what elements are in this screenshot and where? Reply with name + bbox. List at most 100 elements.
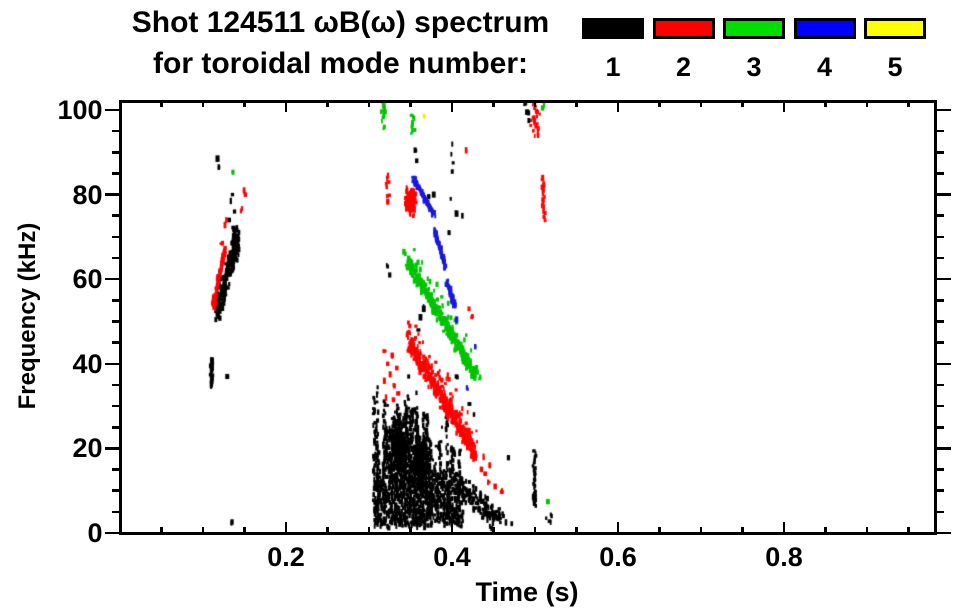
x-axis-minor-tick [492, 526, 495, 532]
y-axis-minor-tick [111, 256, 119, 260]
chart-title: Shot 124511 ωB(ω) spectrum [131, 6, 550, 39]
y-axis-major-tick [104, 277, 119, 281]
top-axis-minor-tick [160, 102, 163, 107]
right-axis-major-tick [936, 277, 951, 281]
chart-subtitle: for toroidal mode number: [153, 47, 528, 80]
legend-label-mode-5: 5 [887, 52, 903, 82]
y-axis-minor-tick [111, 489, 119, 492]
right-axis-minor-tick [936, 489, 944, 492]
x-axis-major-tick [616, 521, 620, 532]
top-axis-minor-tick [865, 102, 869, 107]
x-axis-minor-tick [243, 526, 246, 532]
y-axis-minor-tick [111, 214, 119, 218]
y-axis-major-tick [104, 108, 119, 112]
top-axis-minor-tick [201, 102, 205, 107]
top-axis-line [118, 99, 937, 103]
x-axis-line [118, 531, 937, 535]
x-axis-minor-tick [907, 526, 910, 532]
x-axis-tick-label: 0.6 [599, 542, 637, 572]
legend-swatch-mode-1 [582, 18, 644, 39]
x-axis-minor-tick [865, 526, 869, 532]
legend-label-mode-2: 2 [675, 52, 692, 82]
x-axis-major-tick [284, 521, 288, 532]
y-axis-minor-tick [111, 129, 119, 133]
y-axis-tick-label: 0 [87, 518, 103, 548]
y-axis-major-tick [104, 531, 119, 535]
legend-label-mode-4: 4 [816, 52, 833, 82]
x-axis-minor-tick [160, 526, 163, 532]
x-axis-minor-tick [824, 526, 827, 532]
x-axis-minor-tick [367, 526, 371, 532]
y-axis-line [118, 99, 122, 535]
y-axis-tick-label: 40 [72, 348, 103, 379]
legend-label-mode-1: 1 [605, 52, 621, 82]
right-axis-minor-tick [936, 404, 944, 408]
y-axis-minor-tick [111, 235, 119, 239]
x-axis-major-tick [782, 521, 786, 532]
top-axis-major-tick [782, 102, 786, 112]
y-axis-tick-label: 80 [72, 179, 103, 210]
x-axis-minor-tick [658, 526, 661, 532]
right-axis-major-tick [936, 193, 951, 196]
right-axis-major-tick [936, 531, 951, 535]
right-axis-line [933, 99, 937, 535]
top-axis-minor-tick [326, 102, 329, 107]
x-axis-minor-tick [201, 526, 205, 532]
top-axis-minor-tick [699, 102, 703, 107]
right-axis-major-tick [936, 108, 951, 112]
right-axis-minor-tick [936, 383, 944, 387]
y-axis-minor-tick [111, 468, 119, 471]
right-axis-minor-tick [936, 235, 944, 239]
y-axis-tick-label: 100 [57, 95, 103, 125]
right-axis-minor-tick [936, 468, 944, 471]
x-axis-minor-tick [699, 526, 703, 532]
x-axis-minor-tick [326, 526, 329, 532]
top-axis-minor-tick [409, 102, 412, 107]
right-axis-minor-tick [936, 320, 944, 323]
x-axis-minor-tick [741, 526, 744, 532]
x-axis-tick-label: 0.8 [765, 542, 803, 572]
right-axis-major-tick [936, 447, 951, 450]
right-axis-major-tick [936, 362, 951, 366]
y-axis-minor-tick [111, 172, 119, 175]
top-axis-minor-tick [658, 102, 661, 107]
top-axis-minor-tick [824, 102, 827, 107]
y-axis-minor-tick [111, 425, 119, 429]
x-axis-minor-tick [575, 526, 578, 532]
y-axis-minor-tick [111, 341, 119, 344]
y-axis-major-tick [104, 447, 119, 450]
right-axis-minor-tick [936, 214, 944, 218]
top-axis-major-tick [616, 102, 620, 112]
right-axis-minor-tick [936, 341, 944, 344]
y-axis-minor-tick [111, 151, 119, 154]
x-axis-tick-label: 0.2 [267, 542, 305, 572]
y-axis-tick-label: 60 [72, 264, 103, 295]
top-axis-major-tick [450, 102, 454, 112]
y-axis-minor-tick [111, 299, 119, 302]
top-axis-minor-tick [741, 102, 744, 107]
top-axis-minor-tick [907, 102, 910, 107]
top-axis-major-tick [284, 102, 288, 112]
right-axis-minor-tick [936, 129, 944, 133]
title-block: Shot 124511 ωB(ω) spectrum for toroidal … [108, 2, 573, 84]
right-axis-minor-tick [936, 425, 944, 429]
y-axis-minor-tick [111, 404, 119, 408]
right-axis-minor-tick [936, 256, 944, 260]
y-axis-major-tick [104, 362, 119, 366]
x-axis-minor-tick [409, 526, 412, 532]
legend-swatch-mode-4 [793, 18, 856, 39]
top-axis-minor-tick [575, 102, 578, 107]
right-axis-minor-tick [936, 510, 944, 514]
right-axis-minor-tick [936, 299, 944, 302]
y-axis-title: Frequency (kHz) [14, 222, 41, 410]
x-axis-tick-label: 0.4 [433, 542, 471, 572]
x-axis-major-tick [450, 521, 454, 532]
y-axis-minor-tick [111, 383, 119, 387]
right-axis-minor-tick [936, 172, 944, 175]
y-axis-minor-tick [111, 510, 119, 514]
y-axis-minor-tick [111, 320, 119, 323]
top-axis-minor-tick [243, 102, 246, 107]
legend-swatch-mode-2 [652, 18, 715, 39]
